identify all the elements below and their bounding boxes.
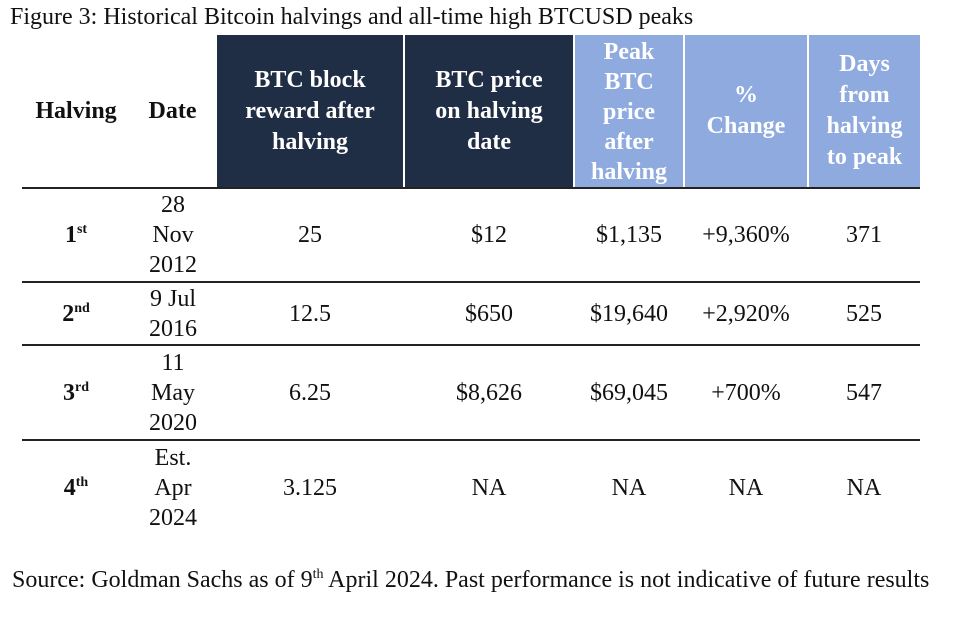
cell-line: Change [706,113,786,139]
change-cell: +9,360% [684,188,808,283]
cell-line: BTC price [435,66,543,93]
header-cell: Peak BTC price after halving [573,35,684,189]
source-note: Source: Goldman Sachs as of 9th April 20… [12,565,952,596]
price-cell: $12 [404,188,574,283]
cell-line: Nov [152,222,194,248]
cell-line: BTC block [254,66,366,93]
cell-line: Days [839,51,890,77]
price-cell: NA [471,475,507,501]
halving-suffix: st [76,222,88,237]
price-cell: $8,626 [404,345,574,441]
figure-title: Figure 3: Historical Bitcoin halvings an… [10,4,694,30]
cell-line: 2024 [149,505,197,531]
halving-number: 3 [63,379,75,406]
cell-line: Halving [35,97,117,124]
cell-line: Peak [603,39,655,65]
cell-line: 9 Jul [149,285,196,312]
cell-line: halving [826,113,903,139]
source-text: Source: Goldman Sachs as of 9 [12,567,313,593]
days-cell: 371 [808,188,920,283]
halving-number: 1 [64,222,77,248]
halving-cell: 1st [22,188,130,283]
reward-cell: 25 [216,188,404,283]
cell-line: to peak [826,144,903,170]
cell-line: 28 [161,192,185,218]
reward-cell: 6.25 [216,345,404,441]
peak-cell: $69,045 [574,345,684,441]
cell-line: % [734,82,758,108]
table-row: 4th Est. Apr 2024 3.125 NA NA NA NA [22,440,920,535]
header-cell: Date [130,35,216,189]
cell-line: after [604,129,654,155]
cell-line: date [467,128,511,155]
halving-cell: 3rd [22,345,130,441]
halving-suffix: rd [75,379,89,395]
change-cell: +2,920% [684,282,808,346]
cell-line: halving [590,159,668,185]
cell-line: 2012 [149,252,197,278]
peak-cell: $1,135 [574,188,684,283]
cell-line: from [839,82,890,108]
cell-line: May [151,379,195,406]
table-row: 1st 28 Nov 2012 25 $12 $1,135 +9,360% 371 [22,188,920,283]
header-cell: BTC price on halving date [403,35,574,189]
halving-suffix: nd [74,300,90,316]
cell-line: 11 [161,349,185,376]
halving-cell: 4th [22,440,130,535]
cell-line: price [603,99,655,125]
cell-line: Est. [154,445,192,471]
header-cell: Days from halving to peak [807,35,920,189]
change-cell: +700% [684,345,808,441]
days-cell: 525 [808,282,920,346]
source-superscript: th [312,567,324,582]
change-cell: NA [728,475,764,501]
halving-cell: 2nd [22,282,130,346]
cell-line: 2016 [149,315,197,342]
halving-number: 2 [62,300,75,327]
date-cell: 9 Jul 2016 [130,282,216,346]
header-cell: Halving [22,35,130,189]
price-cell: $650 [404,282,574,346]
halving-number: 4 [63,475,76,501]
peak-cell: $19,640 [574,282,684,346]
cell-line: Date [148,97,197,124]
reward-cell: 12.5 [216,282,404,346]
cell-line: BTC [604,69,654,95]
date-cell: 28 Nov 2012 [130,188,216,283]
cell-line: Apr [154,475,192,501]
days-cell: NA [846,475,882,501]
halvings-table: Halving Date BTC block reward after halving B… [22,35,920,535]
date-cell: 11 May 2020 [130,345,216,441]
table-row: 3rd 11 May 2020 6.25 $8,626 $69,045 +700% 547 [22,345,920,441]
source-text: April 2024. Past performance is not indi… [323,567,930,593]
halving-suffix: th [75,475,89,490]
header-cell: % Change [683,35,808,189]
header-row: Halving Date BTC block reward after halving B… [22,35,920,189]
date-cell: Est. Apr 2024 [130,440,216,535]
cell-line: on halving [435,97,543,124]
table-row: 2nd 9 Jul 2016 12.5 $650 $19,640 +2,920% 525 [22,282,920,346]
header-cell: BTC block reward after halving [215,35,404,189]
days-cell: 547 [808,345,920,441]
cell-line: halving [271,128,349,155]
peak-cell: NA [611,475,647,501]
reward-cell: 3.125 [283,475,337,501]
cell-line: 2020 [149,409,197,436]
cell-line: reward after [245,97,375,124]
